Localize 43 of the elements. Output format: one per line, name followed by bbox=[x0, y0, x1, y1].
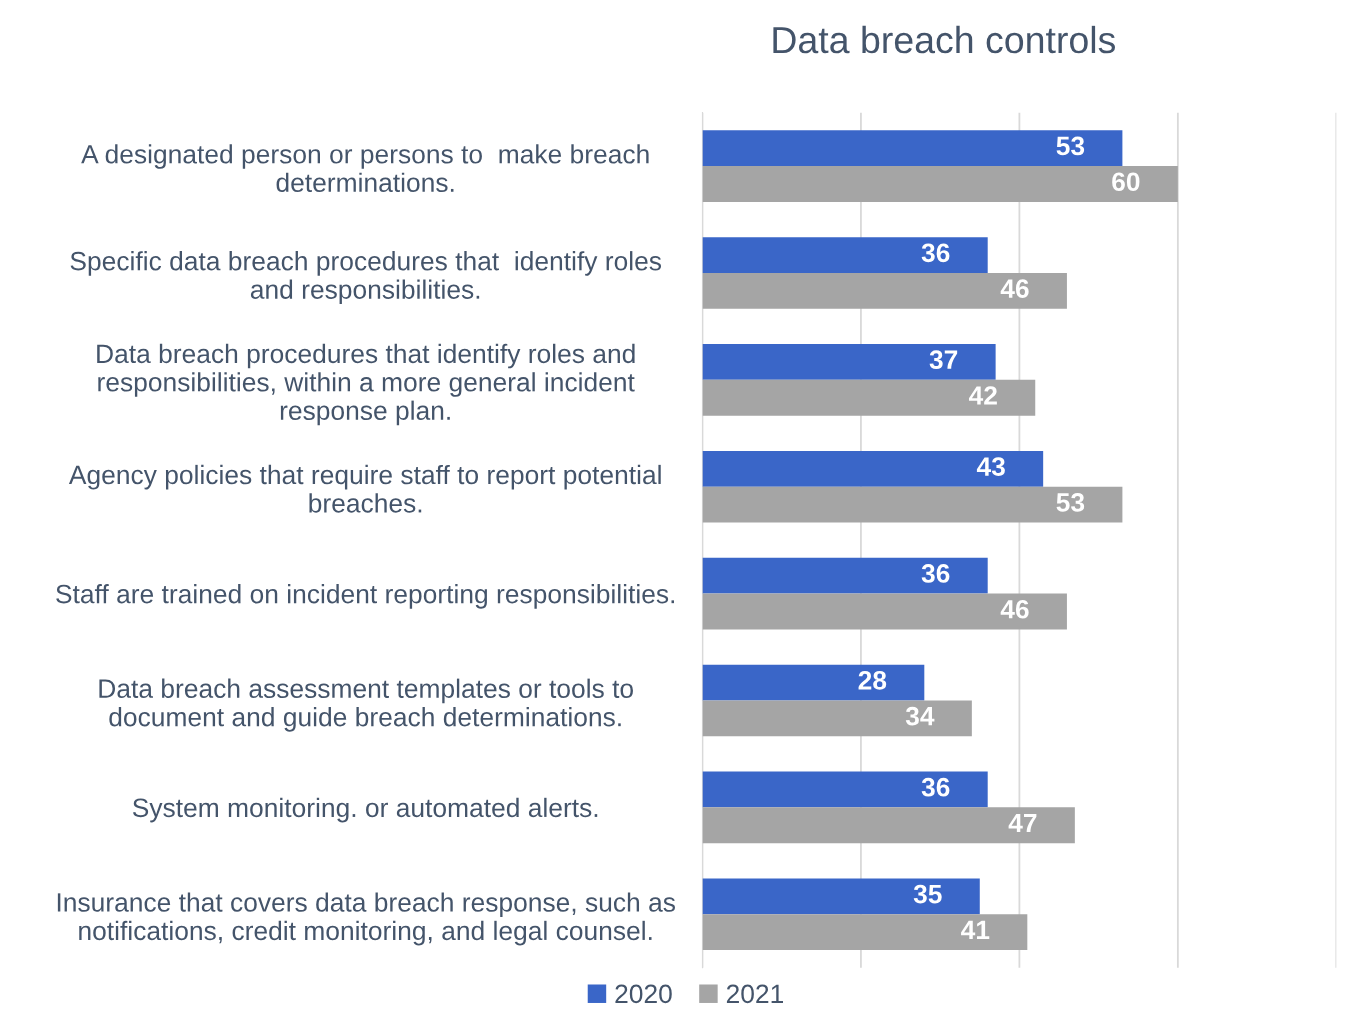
y-tick-label: Insurance that covers data breach response, such as notifications, credit monitoring, and legal counsel. bbox=[57, 892, 675, 946]
data-label: 36 bbox=[921, 564, 950, 583]
y-tick-label: Staff are trained on incident reporting responsibilities. bbox=[56, 584, 675, 609]
data-label: 41 bbox=[961, 920, 990, 939]
bar bbox=[702, 130, 1123, 167]
bar bbox=[702, 664, 925, 701]
bar bbox=[702, 700, 972, 737]
data-label: 47 bbox=[1008, 813, 1037, 833]
bar bbox=[702, 807, 1075, 844]
bar bbox=[702, 450, 1044, 487]
legend-label: 2020 bbox=[615, 984, 672, 1004]
bar bbox=[702, 914, 1028, 951]
bar bbox=[702, 486, 1123, 523]
data-label: 36 bbox=[921, 243, 950, 263]
data-label: 35 bbox=[913, 884, 942, 904]
data-label: 42 bbox=[968, 386, 997, 405]
bar bbox=[702, 166, 1178, 202]
data-label: 53 bbox=[1056, 493, 1085, 512]
y-tick-label: A designated person or persons to make breach determinations. bbox=[81, 144, 649, 193]
data-label: 28 bbox=[858, 670, 887, 690]
data-label: 60 bbox=[1112, 172, 1140, 192]
y-tick-label: Data breach procedures that identify roles and responsibilities, within a more general incident response plan. bbox=[97, 343, 635, 426]
chart-title: Data breach controls bbox=[773, 25, 1115, 54]
bar bbox=[702, 237, 988, 273]
bar bbox=[702, 557, 988, 594]
bar bbox=[702, 344, 996, 380]
bar bbox=[702, 878, 980, 915]
bar bbox=[702, 379, 1036, 416]
bar bbox=[702, 593, 1067, 630]
bar bbox=[702, 771, 988, 808]
legend-label: 2021 bbox=[726, 984, 783, 1004]
data-label: 46 bbox=[1000, 599, 1029, 619]
data-label: 37 bbox=[929, 350, 958, 370]
data-label: 43 bbox=[976, 457, 1005, 476]
y-tick-label: Agency policies that require staff to report potential breaches. bbox=[68, 464, 661, 513]
data-label: 53 bbox=[1056, 136, 1085, 156]
y-tick-label: System monitoring. or automated alerts. bbox=[132, 797, 598, 823]
data-label: 34 bbox=[905, 706, 935, 726]
y-tick-label: Specific data breach procedures that identify roles and responsibilities. bbox=[70, 251, 662, 305]
data-label: 46 bbox=[1000, 279, 1029, 298]
data-label: 36 bbox=[921, 777, 950, 797]
y-tick-label: Data breach assessment templates or tools to document and guide breach determinations. bbox=[99, 678, 633, 732]
bar bbox=[702, 272, 1067, 309]
